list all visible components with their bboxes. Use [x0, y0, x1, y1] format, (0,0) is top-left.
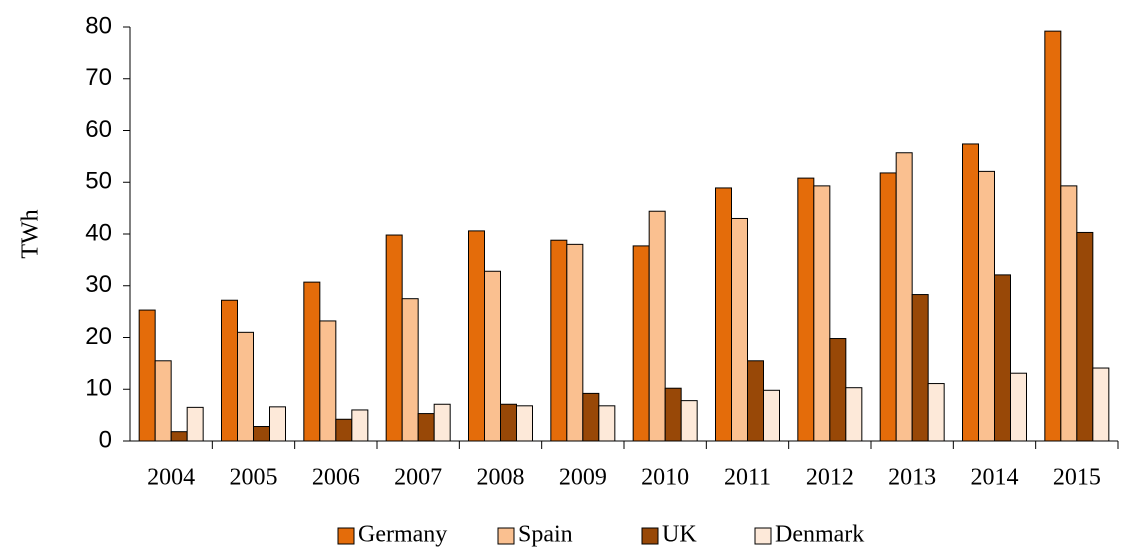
bar [715, 187, 732, 442]
y-tick-label: 50 [85, 168, 112, 195]
bar [978, 170, 995, 442]
y-tick-label: 60 [85, 116, 112, 143]
bar [829, 338, 847, 442]
bar [845, 387, 863, 442]
y-axis-label: TWh [18, 209, 44, 258]
bar [237, 331, 254, 442]
bar [385, 234, 403, 442]
bar [269, 406, 286, 442]
x-tick-label: 2014 [971, 465, 1019, 491]
bar [516, 405, 533, 442]
legend-swatch [337, 527, 355, 545]
bar [911, 294, 929, 442]
bar [731, 217, 748, 442]
bar [680, 400, 698, 442]
bar [433, 403, 451, 442]
bar [747, 360, 764, 442]
bar [632, 245, 650, 442]
bar [221, 299, 238, 442]
bar [484, 270, 501, 442]
bar [598, 405, 616, 442]
bar [895, 152, 913, 442]
bar [813, 185, 831, 442]
bar [468, 230, 485, 442]
legend-label: Germany [358, 522, 447, 548]
y-tick-label: 30 [85, 271, 112, 298]
x-tick-label: 2009 [559, 465, 607, 491]
bar [927, 383, 945, 442]
x-tick-label: 2006 [312, 465, 360, 491]
x-tick-label: 2015 [1053, 465, 1101, 491]
bar [319, 320, 337, 442]
bar [797, 177, 815, 442]
bar [186, 406, 204, 442]
bar [401, 298, 419, 442]
legend-swatch [754, 527, 772, 545]
x-tick-label: 2013 [888, 465, 936, 491]
legend-label: Denmark [775, 522, 864, 548]
bar [417, 413, 435, 442]
legend-label: UK [662, 522, 697, 548]
bar [879, 172, 897, 442]
x-tick-label: 2007 [394, 465, 442, 491]
bar [1076, 231, 1094, 442]
bar [500, 403, 517, 442]
bar [763, 389, 780, 442]
bar [1092, 367, 1110, 442]
y-tick-label: 10 [85, 375, 112, 402]
bar [303, 281, 321, 442]
x-tick-label: 2011 [724, 465, 771, 491]
bar [1044, 30, 1062, 442]
bar [550, 239, 568, 442]
bar [664, 387, 682, 442]
bar [566, 243, 584, 442]
bar [648, 210, 666, 442]
legend-swatch [497, 527, 515, 545]
x-tick-label: 2008 [477, 465, 525, 491]
legend-swatch [641, 527, 659, 545]
y-tick-label: 40 [85, 219, 112, 246]
bar [351, 409, 369, 442]
bar [1010, 372, 1027, 442]
bar [154, 360, 172, 442]
x-tick-label: 2012 [806, 465, 854, 491]
bar [170, 431, 188, 442]
y-tick-label: 80 [85, 12, 112, 39]
bar [962, 143, 979, 442]
y-tick-label: 70 [85, 64, 112, 91]
bar [253, 426, 270, 442]
bar [582, 392, 600, 442]
x-tick-label: 2010 [641, 465, 689, 491]
x-tick-label: 2005 [230, 465, 278, 491]
x-tick-label: 2004 [147, 465, 195, 491]
y-tick-label: 20 [85, 323, 112, 350]
bar [1060, 185, 1078, 442]
y-tick-label: 0 [99, 426, 112, 453]
bar [138, 309, 156, 442]
legend-label: Spain [518, 522, 573, 548]
bar [335, 418, 353, 442]
bar [994, 274, 1011, 442]
